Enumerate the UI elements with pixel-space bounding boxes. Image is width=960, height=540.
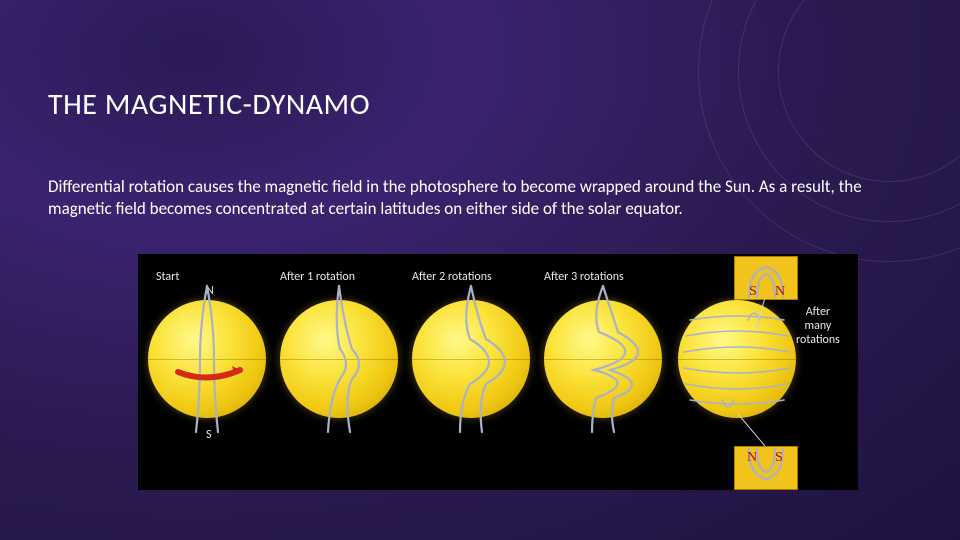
slide-root: THE MAGNETIC-DYNAMO Differential rotatio… xyxy=(0,0,960,540)
figure: Start N S After 1 rotation xyxy=(138,254,858,490)
leader-lines xyxy=(138,254,858,490)
deco-ring-inner xyxy=(778,0,960,182)
slide-title: THE MAGNETIC-DYNAMO xyxy=(48,86,370,123)
slide-body: Differential rotation causes the magneti… xyxy=(48,176,918,220)
deco-ring-outer xyxy=(698,0,960,262)
